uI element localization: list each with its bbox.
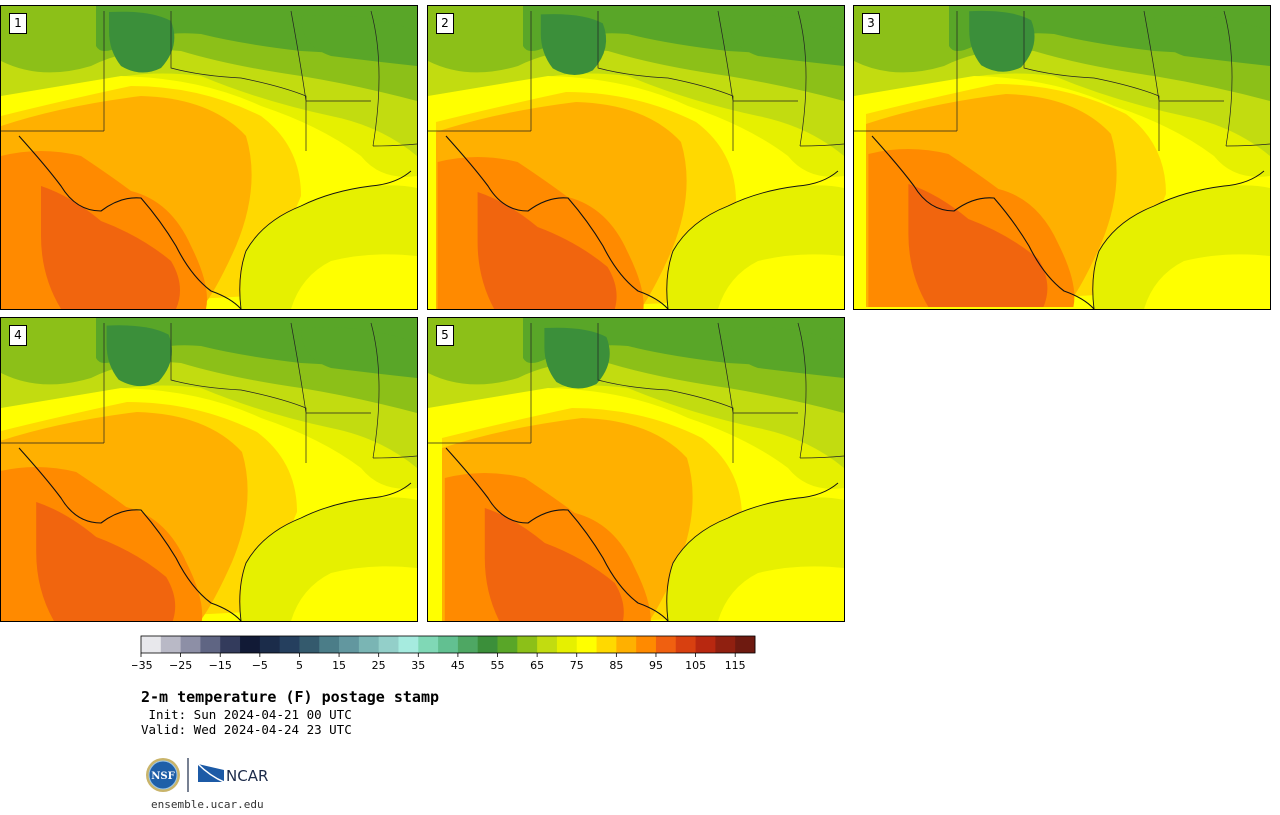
colorbar-bin: [497, 636, 518, 653]
colorbar-bin: [735, 636, 756, 653]
colorbar-bin: [358, 636, 380, 653]
colorbar-bin: [398, 636, 419, 653]
colorbar-tick-label: −5: [252, 659, 268, 672]
website-url: ensemble.ucar.edu: [151, 798, 264, 811]
colorbar-bin: [299, 636, 320, 653]
temperature-map: [428, 318, 844, 621]
colorbar-bin: [715, 636, 736, 653]
colorbar-bin: [517, 636, 538, 653]
colorbar-bin: [220, 636, 241, 653]
colorbar-bin: [556, 636, 578, 653]
colorbar-bin: [695, 636, 716, 653]
colorbar-bin: [596, 636, 617, 653]
member-panel-1: 1: [0, 5, 418, 310]
nsf-logo: NSF: [146, 758, 180, 792]
colorbar-tick-label: 115: [725, 659, 746, 672]
svg-text:NCAR: NCAR: [226, 767, 268, 785]
colorbar-bin: [160, 636, 182, 653]
colorbar-tick-label: −25: [169, 659, 192, 672]
temperature-map: [1, 6, 417, 309]
colorbar-bin: [141, 636, 162, 653]
panel-number-label: 2: [436, 13, 454, 34]
colorbar-tick-label: 65: [530, 659, 544, 672]
colorbar-bin: [576, 636, 597, 653]
colorbar-bin: [477, 636, 498, 653]
ncar-logo: NCAR: [197, 763, 268, 785]
member-panel-4: 4: [0, 317, 418, 622]
panel-number-label: 4: [9, 325, 27, 346]
colorbar-bin: [655, 636, 677, 653]
member-panel-3: 3: [853, 5, 1271, 310]
colorbar-tick-label: −35: [132, 659, 153, 672]
panel-number-label: 3: [862, 13, 880, 34]
init-time: Init: Sun 2024-04-21 00 UTC: [141, 707, 352, 722]
colorbar-bin: [240, 636, 261, 653]
colorbar-bin: [616, 636, 637, 653]
colorbar-tick-label: 45: [451, 659, 465, 672]
temperature-map: [1, 318, 417, 621]
colorbar-tick-label: 35: [411, 659, 425, 672]
colorbar-bin: [636, 636, 657, 653]
colorbar-bin: [457, 636, 479, 653]
colorbar-bin: [259, 636, 281, 653]
colorbar-tick-label: 5: [296, 659, 303, 672]
colorbar-bin: [339, 636, 360, 653]
colorbar-tick-label: 95: [649, 659, 663, 672]
colorbar-bin: [675, 636, 696, 653]
colorbar-bin: [537, 636, 558, 653]
colorbar-tick-label: 75: [570, 659, 584, 672]
colorbar-bin: [438, 636, 459, 653]
colorbar-bin: [279, 636, 300, 653]
colorbar-bin: [200, 636, 221, 653]
figure-title: 2-m temperature (F) postage stamp: [141, 688, 440, 706]
svg-text:NSF: NSF: [151, 771, 174, 782]
nsf-ncar-logo: NSF NCAR: [146, 758, 268, 792]
member-panel-5: 5: [427, 317, 845, 622]
colorbar-tick-label: 25: [372, 659, 386, 672]
colorbar-bin: [180, 636, 201, 653]
colorbar-bin: [418, 636, 439, 653]
temperature-map: [428, 6, 844, 309]
colorbar-bin: [378, 636, 399, 653]
colorbar-bin: [319, 636, 340, 653]
temperature-colorbar: −35 −25 −15 −5 5 15 25 35 45 55 65 75 85 95 105 115: [132, 635, 756, 672]
temperature-map: [854, 6, 1270, 309]
colorbar-tick-label: 55: [491, 659, 505, 672]
colorbar-tick-label: 105: [685, 659, 706, 672]
colorbar-tick-label: −15: [209, 659, 232, 672]
valid-time: Valid: Wed 2024-04-24 23 UTC: [141, 722, 352, 737]
member-panel-2: 2: [427, 5, 845, 310]
colorbar-tick-label: 15: [332, 659, 346, 672]
panel-number-label: 1: [9, 13, 27, 34]
panel-number-label: 5: [436, 325, 454, 346]
colorbar-tick-label: 85: [609, 659, 623, 672]
